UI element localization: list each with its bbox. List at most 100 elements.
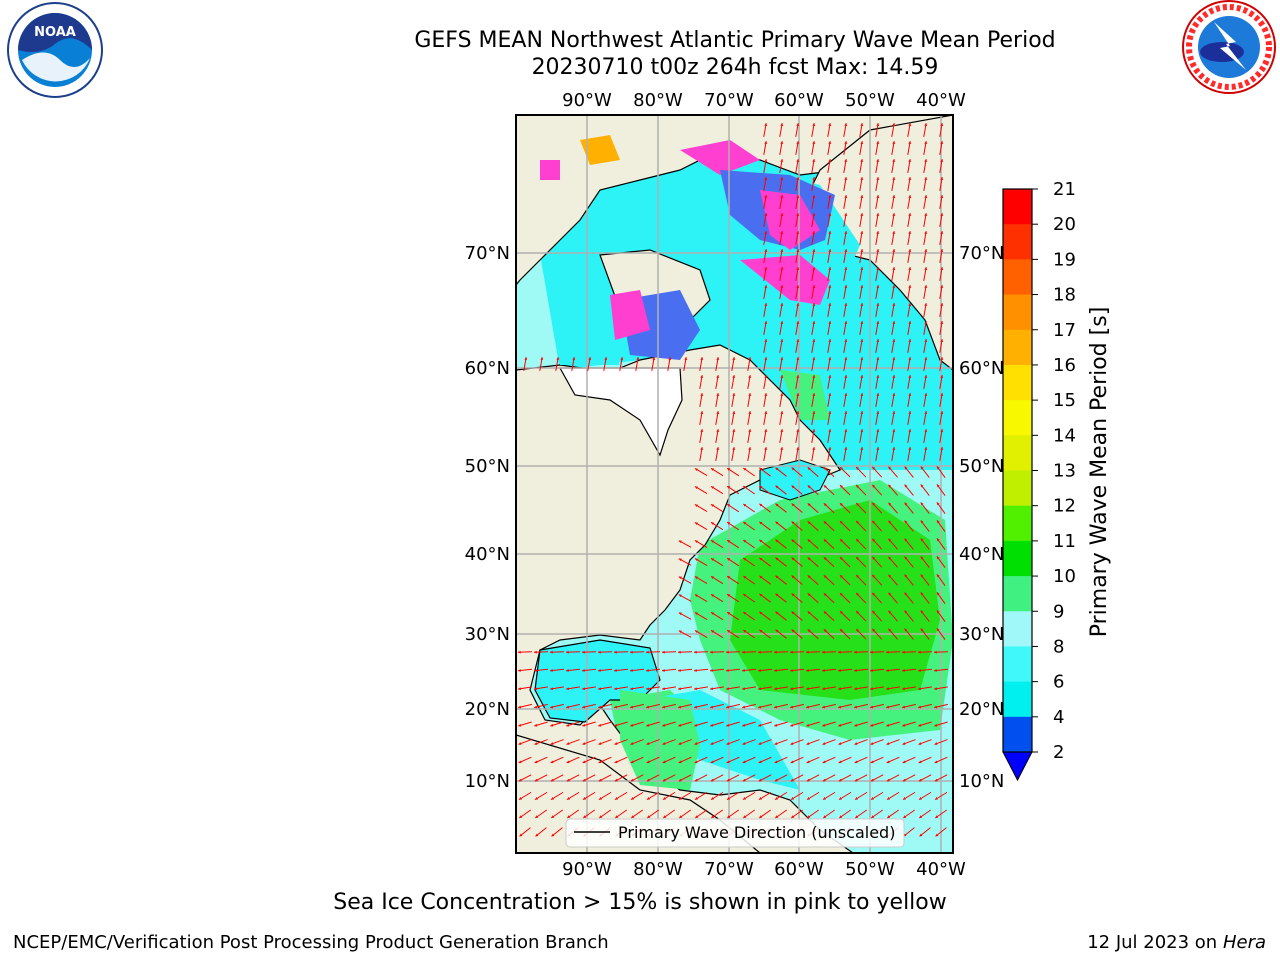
direction-arrowhead [711,486,715,489]
direction-arrowhead [678,540,682,544]
direction-arrowhead [806,760,810,764]
direction-arrowhead [934,778,938,782]
direction-arrowhead [807,593,811,597]
direction-arrowhead [812,177,816,180]
direction-arrowhead [924,339,928,342]
direction-arrowhead [662,778,666,782]
direction-arrowhead [807,797,811,800]
direction-arrowhead [780,375,784,378]
direction-arrowhead [806,687,809,691]
direction-arrowhead [840,611,843,614]
map-frame [515,114,954,854]
direction-arrowhead [908,447,912,450]
direction-arrowhead [759,521,763,525]
direction-arrowhead [582,723,586,727]
direction-arrowhead [550,760,554,764]
direction-arrowhead [758,705,762,709]
direction-arrowhead [887,797,891,800]
direction-arrowhead [812,411,816,414]
direction-arrowhead [872,610,876,614]
direction-arrowhead [678,742,682,745]
direction-arrowhead [856,520,860,524]
direction-arrowhead [920,574,924,578]
direction-arrowhead [888,610,892,614]
sea-ice-fill [540,135,860,365]
direction-arrowhead [743,521,747,525]
direction-arrowhead [551,797,555,800]
direction-arrowhead [780,249,784,252]
direction-arrowhead [812,231,816,234]
direction-arrowhead [828,357,832,360]
direction-arrowhead [924,285,928,288]
direction-arrowhead [759,629,763,633]
direction-arrowhead [796,375,800,378]
direction-arrowhead [822,687,825,691]
direction-arrowhead [742,650,745,654]
direction-arrowhead [796,231,800,234]
direction-arrowhead [582,778,586,782]
direction-arrowhead [886,687,889,691]
direction-arrowhead [732,375,736,378]
direction-arrowhead [780,123,784,126]
direction-arrowhead [694,723,698,727]
direction-arrowhead [920,466,924,470]
direction-arrowhead [678,576,682,580]
direction-arrowhead [791,557,795,561]
lat-tick-label-right: 10°N [959,771,1004,792]
noaa-logo: NOAA [7,2,103,98]
lon-tick-label-top: 40°W [916,90,966,111]
lat-tick-label-left: 10°N [465,771,510,792]
direction-arrowhead [694,669,697,672]
direction-arrowhead [892,177,896,180]
direction-arrowhead [646,669,649,672]
direction-arrowhead [822,650,825,654]
direction-arrowhead [759,593,763,597]
direction-arrowhead [727,486,731,489]
direction-arrowhead [918,723,922,727]
direction-arrowhead [780,177,784,180]
direction-arrowhead [535,815,539,818]
direction-arrowhead [936,538,940,542]
direction-arrowhead [876,285,880,288]
direction-arrowhead [908,177,912,180]
direction-arrowhead [566,760,570,764]
noaa-logo-text: NOAA [34,25,76,40]
direction-arrowhead [566,778,570,782]
lat-ticks-right: 70°N 60°N 50°N 40°N 30°N 20°N 10°N [959,243,1004,792]
direction-arrowhead [796,177,800,180]
colorbar-segment [1003,505,1032,542]
direction-arrowhead [924,267,928,270]
footer-credit: NCEP/EMC/Verification Post Processing Pr… [13,932,609,953]
direction-arrowhead [918,705,922,709]
direction-arrowhead [791,629,795,633]
lon-tick-label-top: 80°W [633,90,683,111]
direction-arrowhead [796,249,800,252]
lon-tick-label-bottom: 60°W [774,859,824,880]
direction-arrowhead [888,574,892,578]
direction-arrowhead [844,357,848,360]
colorbar-tick-label: 12 [1053,496,1076,517]
direction-arrowhead [807,629,811,633]
direction-arrowhead [936,628,940,632]
direction-arrowhead [550,742,554,745]
direction-arrowhead [844,195,848,198]
direction-arrowhead [727,815,731,818]
direction-arrowhead [920,502,924,506]
direction-arrowhead [888,628,892,632]
direction-arrowhead [840,539,843,542]
colorbar-segment [1003,470,1032,507]
direction-arrowhead [732,429,736,432]
direction-arrowhead [844,429,848,432]
direction-arrowhead [743,611,747,615]
direction-arrowhead [684,357,688,360]
direction-arrowhead [812,321,816,324]
direction-arrowhead [892,141,896,144]
direction-arrowhead [566,650,569,654]
direction-arrowhead [711,558,715,561]
direction-arrowhead [631,815,635,818]
direction-arrowhead [812,249,816,252]
lat-tick-label-right: 20°N [959,699,1004,720]
direction-arrowhead [534,760,538,764]
direction-arrowhead [700,375,704,378]
direction-arrowhead [791,575,795,579]
